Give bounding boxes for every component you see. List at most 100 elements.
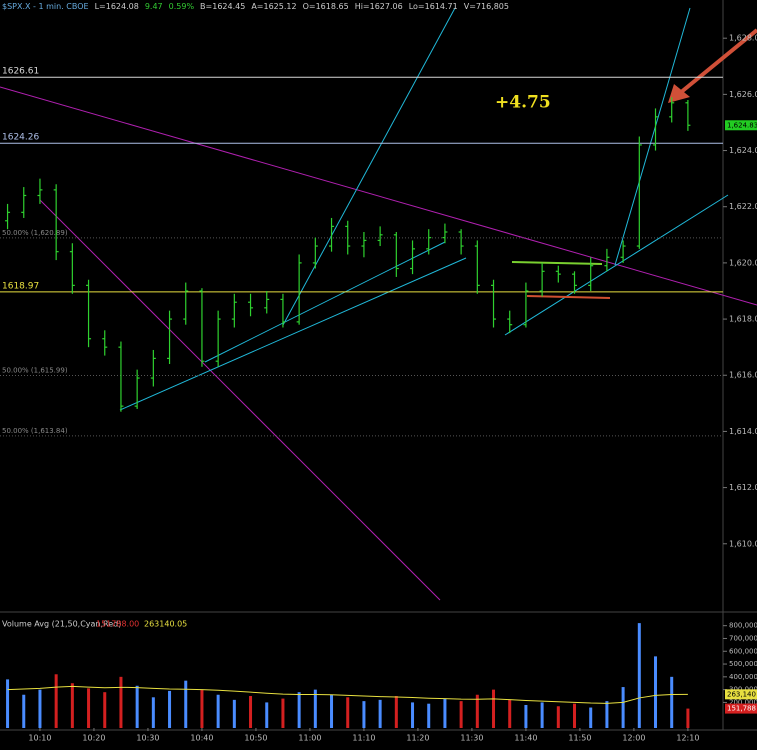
y-tick-label: 1,624.00	[729, 146, 757, 155]
header-field: 0.59%	[169, 2, 195, 11]
price-bar	[669, 97, 675, 123]
x-tick-label: 11:30	[460, 734, 483, 743]
x-tick-label: 10:30	[136, 734, 159, 743]
price-bar	[199, 288, 205, 367]
volume-bar	[394, 696, 398, 728]
trend-line	[614, 7, 691, 266]
volume-bar	[22, 694, 26, 728]
header-field: 9.47	[145, 2, 163, 11]
volume-bar	[70, 683, 74, 728]
price-bar	[620, 240, 626, 263]
volume-bar	[508, 699, 512, 728]
price-bar	[231, 293, 237, 328]
price-bar	[588, 257, 594, 291]
price-bar	[167, 310, 173, 365]
y-tick-label: 1,612.00	[729, 483, 757, 492]
y-tick-label: 1,620.00	[729, 258, 757, 267]
level-label: 50.00% (1,613.84)	[2, 427, 68, 435]
volume-bar	[686, 708, 690, 728]
price-bar	[685, 99, 691, 131]
volume-bar	[637, 623, 641, 728]
price-bar	[653, 108, 659, 151]
volume-bar	[475, 694, 479, 728]
volume-bar	[378, 699, 382, 728]
volume-bar	[119, 676, 123, 728]
volume-bar	[362, 701, 366, 728]
volume-bar	[6, 679, 10, 728]
price-bar	[377, 226, 383, 247]
trend-line	[204, 241, 446, 363]
header-field: Lo=1614.71	[409, 2, 458, 11]
volume-bar	[621, 687, 625, 728]
level-label: 1624.26	[2, 133, 39, 143]
volume-bar	[573, 703, 577, 728]
last-volume-box	[725, 703, 757, 714]
y-tick-label: 1,628.00	[729, 34, 757, 43]
x-tick-label: 11:50	[568, 734, 591, 743]
volume-bar	[524, 704, 528, 728]
level-label: 50.00% (1,620.89)	[2, 229, 68, 237]
volume-bar	[87, 688, 91, 728]
volume-tick-label: 800,000	[729, 622, 757, 630]
volume-bar	[313, 689, 317, 728]
x-tick-label: 11:00	[298, 734, 321, 743]
trend-line	[504, 194, 729, 336]
volume-tick-label: 700,000	[729, 634, 757, 642]
resistance-line	[526, 295, 611, 299]
price-bar	[312, 237, 318, 269]
header-field: B=1624.45	[200, 2, 245, 11]
level-label: 50.00% (1,615.99)	[2, 367, 68, 375]
price-bar	[572, 271, 578, 294]
volume-bar	[135, 685, 139, 728]
x-tick-label: 12:00	[622, 734, 645, 743]
y-tick-label: 1,614.00	[729, 427, 757, 436]
volume-bar	[589, 707, 593, 728]
level-label: 1626.61	[2, 67, 39, 77]
price-bar	[86, 279, 92, 348]
price-bar	[523, 282, 529, 328]
volume-bar	[216, 694, 220, 728]
volume-bar	[103, 692, 107, 728]
last-price-box	[725, 120, 757, 131]
price-bar	[296, 254, 302, 325]
volume-bar	[540, 702, 544, 728]
header-field: A=1625.12	[251, 2, 296, 11]
price-bar	[345, 220, 351, 255]
volume-title: Volume Avg (21,50,Cyan,Red)	[2, 620, 121, 629]
volume-bar	[346, 697, 350, 728]
volume-bar	[427, 703, 431, 728]
header: $SPX.X - 1 min. CBOE L=1624.08 9.47 0.59% B=…	[2, 2, 509, 11]
x-tick-label: 11:20	[406, 734, 429, 743]
volume-bar	[605, 701, 609, 728]
volume-bar	[330, 694, 334, 728]
price-bar	[555, 265, 561, 283]
volume-bar	[184, 680, 188, 728]
price-bar	[53, 184, 59, 261]
y-tick-label: 1,616.00	[729, 371, 757, 380]
volume-bar	[38, 689, 42, 728]
price-bar	[118, 341, 124, 412]
volume-bar	[265, 702, 269, 728]
y-tick-label: 1,610.00	[729, 539, 757, 548]
price-bar	[134, 369, 140, 409]
level-label: 1618.97	[2, 281, 39, 291]
y-tick-label: 1,626.00	[729, 90, 757, 99]
volume-bar	[168, 690, 172, 728]
volume-bar	[281, 698, 285, 728]
price-bar	[458, 229, 464, 255]
x-tick-label: 11:10	[352, 734, 375, 743]
price-bar	[248, 293, 254, 317]
price-bar	[5, 203, 11, 230]
price-bar	[37, 178, 43, 204]
volume-tick-label: 500,000	[729, 660, 757, 668]
volume-avg-line	[7, 685, 688, 704]
header-field: $SPX.X - 1 min. CBOE	[2, 2, 89, 11]
price-bar	[426, 229, 432, 255]
volume-bar	[200, 689, 204, 728]
y-tick-label: 1,622.00	[729, 202, 757, 211]
header-field: L=1624.08	[95, 2, 139, 11]
volume-bar	[556, 706, 560, 728]
avg-label: 263,140	[727, 690, 756, 698]
